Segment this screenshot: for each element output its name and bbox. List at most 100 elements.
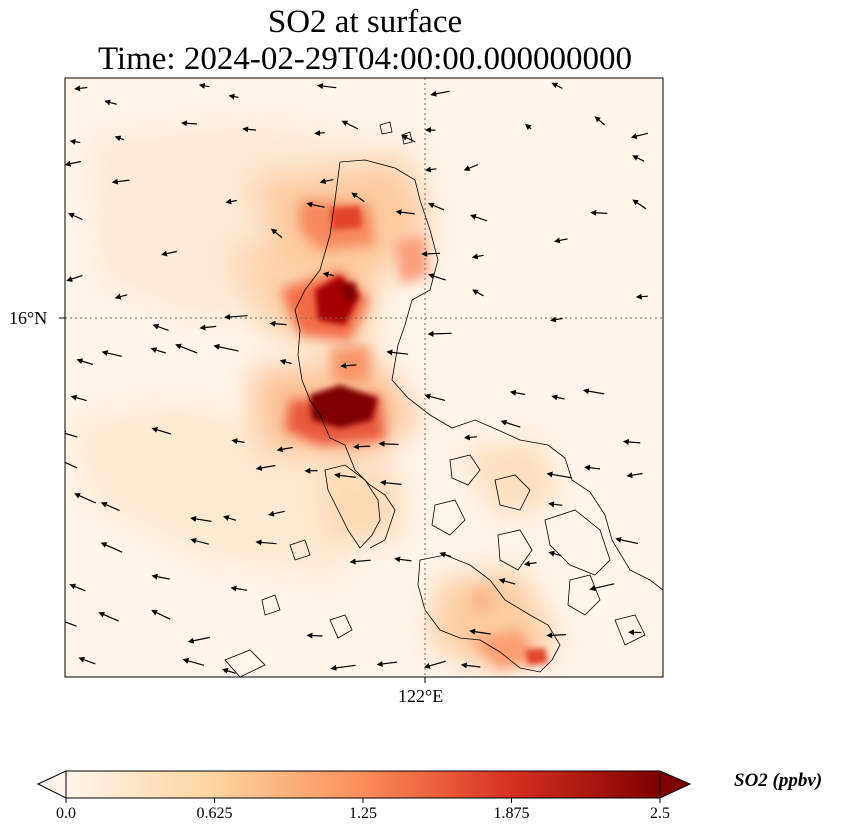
wind-arrow	[66, 275, 83, 282]
wind-arrow	[65, 430, 78, 438]
wind-arrow	[582, 388, 605, 395]
wind-arrow	[472, 289, 484, 297]
colorbar-tick-label: 1.25	[349, 805, 377, 822]
wind-arrow	[553, 237, 568, 244]
wind-arrow	[427, 330, 452, 337]
wind-arrow	[161, 250, 177, 257]
colorbar-tick-label: 0.0	[56, 805, 76, 822]
wind-arrow	[421, 250, 441, 257]
wind-arrow	[546, 471, 572, 479]
so2-high-layer	[310, 206, 548, 665]
wind-arrow	[152, 323, 169, 331]
wind-arrow	[589, 583, 615, 592]
colorbar-extend-low	[36, 770, 67, 799]
wind-arrow	[100, 502, 120, 512]
wind-arrow	[242, 126, 257, 133]
wind-arrow	[424, 393, 446, 401]
wind-arrow	[615, 536, 639, 545]
wind-arrow	[230, 585, 248, 592]
wind-arrow	[463, 434, 478, 441]
wind-arrow	[255, 464, 276, 471]
wind-arrow	[213, 343, 239, 352]
wind-arrow	[190, 515, 212, 522]
wind-arrow	[349, 558, 371, 565]
wind-arrow	[317, 83, 337, 90]
wind-arrow	[548, 550, 562, 557]
wind-arrow	[225, 198, 237, 205]
wind-arrow	[524, 123, 532, 130]
wind-arrow	[65, 621, 77, 627]
wind-arrow	[151, 426, 172, 435]
wind-arrow	[460, 662, 481, 669]
wind-arrow	[548, 501, 563, 508]
wind-arrow	[439, 551, 452, 558]
wind-arrow	[423, 660, 446, 669]
wind-arrow	[98, 611, 119, 622]
wind-arrow	[198, 82, 210, 89]
wind-arrow	[268, 510, 285, 517]
lon-tick-label: 122°E	[398, 686, 444, 706]
colorbar-extend-high	[659, 770, 692, 799]
wind-arrow	[69, 583, 86, 592]
wind-arrow	[199, 324, 217, 331]
colorbar-tick-label: 2.5	[650, 805, 670, 822]
wind-arrow	[635, 293, 648, 300]
map-title-line1: SO2 at surface	[267, 4, 463, 40]
wind-arrow	[430, 90, 450, 97]
wind-arrow	[340, 362, 357, 369]
wind-arrow	[551, 82, 563, 89]
wind-arrow	[471, 253, 484, 260]
wind-arrow	[322, 271, 334, 278]
lat-tick-label: 16°N	[9, 308, 48, 328]
wind-arrow	[150, 347, 166, 354]
wind-arrow	[221, 667, 236, 674]
wind-arrow	[509, 389, 526, 396]
wind-arrow	[222, 515, 237, 521]
wind-arrow	[279, 359, 292, 365]
wind-arrow	[378, 440, 399, 447]
wind-arrow	[187, 636, 211, 644]
wind-arrow	[626, 472, 643, 479]
wind-arrow	[632, 199, 647, 210]
wind-arrow	[314, 130, 325, 137]
wind-arrow	[463, 164, 479, 171]
colorbar-tick-label: 1.875	[493, 805, 530, 822]
wind-arrow	[590, 209, 608, 216]
wind-arrow	[276, 446, 293, 453]
wind-arrow	[180, 120, 198, 127]
colorbar-gradient	[65, 770, 661, 799]
wind-arrow	[151, 573, 170, 580]
wind-arrow	[74, 493, 97, 504]
wind-arrow	[594, 116, 606, 126]
wind-arrow	[231, 438, 245, 445]
wind-arrow	[386, 349, 409, 356]
wind-arrow	[546, 632, 567, 639]
wind-arrow	[500, 419, 521, 428]
wind-arrow	[306, 632, 323, 639]
wind-arrow	[395, 209, 415, 216]
colorbar	[36, 770, 692, 803]
wind-arrow	[255, 539, 277, 546]
wind-arrow	[269, 320, 287, 327]
wind-arrow	[428, 273, 446, 281]
wind-arrow	[190, 537, 210, 545]
wind-arrow	[319, 178, 334, 185]
coastline-layer	[224, 121, 663, 677]
wind-arrow	[114, 135, 125, 142]
wind-arrow	[69, 138, 81, 145]
wind-arrow	[424, 166, 437, 173]
wind-vector-layer	[65, 82, 649, 674]
wind-arrow	[469, 628, 491, 635]
wind-arrow	[470, 214, 488, 222]
wind-arrow	[104, 99, 117, 106]
wind-arrow	[65, 160, 81, 167]
wind-arrow	[498, 578, 516, 585]
wind-arrow	[334, 472, 356, 479]
wind-arrow	[376, 660, 398, 667]
wind-arrow	[330, 664, 356, 671]
wind-arrow	[111, 178, 130, 185]
wind-arrow	[341, 120, 359, 130]
wind-arrow	[428, 202, 445, 211]
wind-arrow	[550, 316, 563, 323]
wind-arrow	[114, 293, 128, 300]
